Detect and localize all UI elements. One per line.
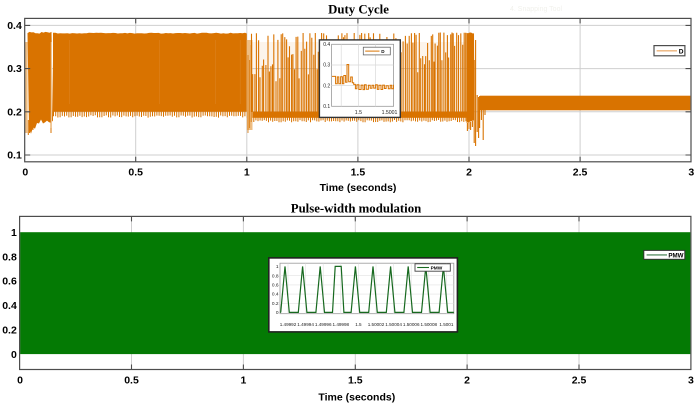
svg-text:1.50008: 1.50008 [420,322,437,327]
svg-text:PMW: PMW [668,252,683,259]
svg-text:2.5: 2.5 [573,166,588,178]
svg-text:3: 3 [688,166,694,178]
svg-text:D: D [679,48,684,55]
svg-text:1: 1 [240,375,246,387]
svg-text:Time (seconds): Time (seconds) [318,392,395,404]
svg-text:Pulse-width modulation: Pulse-width modulation [291,201,421,215]
svg-text:1.5: 1.5 [355,322,362,327]
svg-text:0.6: 0.6 [2,276,17,288]
svg-text:Time (seconds): Time (seconds) [320,182,397,194]
svg-text:0.3: 0.3 [7,63,22,75]
svg-text:Duty Cycle: Duty Cycle [328,3,389,17]
svg-text:0.8: 0.8 [272,273,279,279]
svg-text:0: 0 [11,349,17,361]
svg-text:0: 0 [17,375,23,387]
svg-text:1.49994: 1.49994 [297,322,314,327]
svg-text:0.5: 0.5 [124,375,139,387]
svg-text:0.6: 0.6 [272,283,279,289]
svg-text:PMW: PMW [431,265,443,271]
svg-text:1.5: 1.5 [348,375,363,387]
svg-text:1.49992: 1.49992 [280,322,297,327]
svg-text:0.2: 0.2 [2,325,17,337]
svg-text:0.3: 0.3 [323,63,330,69]
svg-text:0.5: 0.5 [128,166,143,178]
svg-text:0.2: 0.2 [323,83,330,89]
svg-text:1.50006: 1.50006 [403,322,420,327]
svg-text:2: 2 [464,375,470,387]
svg-text:0.2: 0.2 [272,301,279,307]
svg-text:1: 1 [11,227,17,239]
svg-text:1: 1 [276,264,279,270]
svg-text:3: 3 [688,375,694,387]
svg-text:1.49998: 1.49998 [332,322,349,327]
svg-text:0.8: 0.8 [2,251,17,263]
svg-text:1.50004: 1.50004 [385,322,402,327]
svg-text:1.49996: 1.49996 [315,322,332,327]
svg-text:0.4: 0.4 [7,20,22,32]
svg-text:0.4: 0.4 [2,300,17,312]
svg-text:D: D [381,49,385,54]
svg-text:0.1: 0.1 [323,104,330,110]
svg-text:0.4: 0.4 [323,42,330,48]
svg-text:1: 1 [244,166,250,178]
svg-text:1.5001: 1.5001 [382,110,398,116]
svg-text:2: 2 [466,166,472,178]
svg-text:0.4: 0.4 [272,292,279,298]
svg-text:0.1: 0.1 [7,150,22,162]
svg-text:1.50002: 1.50002 [368,322,385,327]
svg-text:0: 0 [276,310,279,316]
svg-text:0: 0 [22,166,28,178]
svg-text:4. Snapping Tool: 4. Snapping Tool [510,6,562,13]
svg-text:1.5001: 1.5001 [439,322,453,327]
svg-text:1.5: 1.5 [351,166,366,178]
svg-text:1.5: 1.5 [355,110,362,116]
svg-text:0.2: 0.2 [7,106,22,118]
svg-text:2.5: 2.5 [572,375,587,387]
